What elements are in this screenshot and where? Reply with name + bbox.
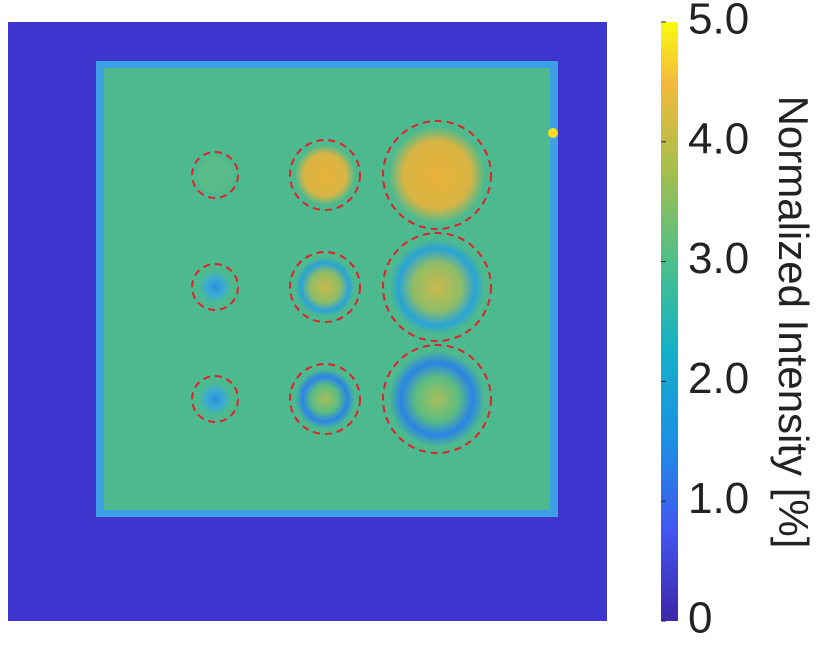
spot (389, 127, 485, 223)
colorbar-tick-label: 2.0 (688, 354, 749, 403)
roi (289, 251, 361, 323)
colorbar (661, 22, 678, 621)
colorbar-tick-label: 1.0 (688, 474, 749, 523)
roi (289, 363, 361, 435)
spot (199, 383, 231, 415)
roi (382, 344, 492, 454)
roi (191, 375, 239, 423)
spot (295, 369, 355, 429)
spot (295, 257, 355, 317)
roi (382, 232, 492, 342)
spot (389, 351, 485, 447)
roi-circles (191, 120, 492, 454)
roi (191, 263, 239, 311)
roi (191, 151, 239, 199)
roi (289, 139, 361, 211)
colorbar-tick-label: 5.0 (688, 0, 749, 44)
colorbar-tick-label: 0 (688, 594, 712, 643)
spot (389, 239, 485, 335)
spot (197, 157, 233, 193)
colorbar-tick-label: 3.0 (688, 234, 749, 283)
image (8, 22, 607, 621)
colorbar-label: Normalized Intensity [%] (770, 96, 817, 549)
colorbar-tick-label: 4.0 (688, 114, 749, 163)
roi (382, 120, 492, 230)
spot (199, 271, 231, 303)
spot (295, 145, 355, 205)
artifact (548, 128, 558, 138)
